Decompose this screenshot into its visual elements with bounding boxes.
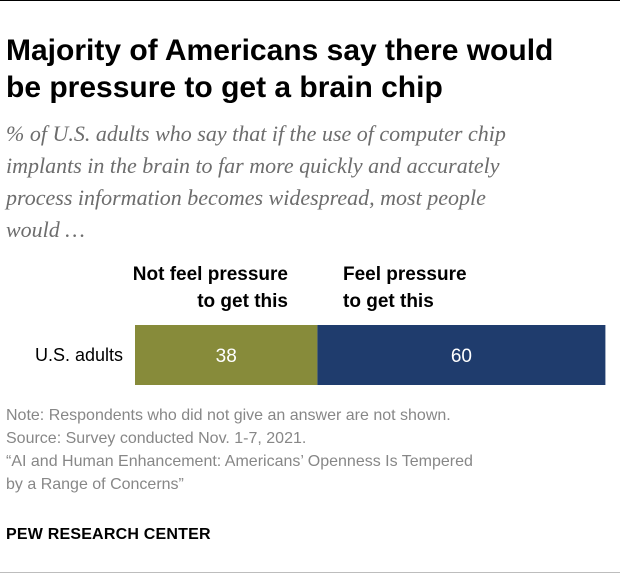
bar-segment-not-feel-pressure xyxy=(135,325,318,385)
chart-subtitle-line-2: implants in the brain to far more quickl… xyxy=(6,153,500,178)
bottom-rule xyxy=(0,572,620,573)
chart-subtitle-line-4: would … xyxy=(6,217,85,242)
legend-not-feel-pressure: Not feel pressure to get this xyxy=(60,261,288,315)
legend-not-feel-line-1: Not feel pressure xyxy=(132,264,288,285)
note-line: Note: Respondents who did not give an an… xyxy=(6,407,451,424)
chart-subtitle-line-3: process information becomes widespread, … xyxy=(6,185,486,210)
legend-not-feel-line-2: to get this xyxy=(197,291,288,312)
report-title-line-2: by a Range of Concerns” xyxy=(6,476,184,493)
legend-feel-pressure: Feel pressure to get this xyxy=(343,261,603,315)
bar-value-label-not-feel-pressure: 38 xyxy=(216,346,237,367)
report-title-line-1: “AI and Human Enhancement: Americans’ Op… xyxy=(6,453,473,470)
bar-segment-feel-pressure xyxy=(317,325,606,385)
legend-feel-line-1: Feel pressure xyxy=(343,264,467,285)
chart-title-line-1: Majority of Americans say there would xyxy=(6,34,554,67)
brand-name: PEW RESEARCH CENTER xyxy=(6,526,211,543)
top-rule xyxy=(0,0,620,1)
chart-subtitle: % of U.S. adults who say that if the use… xyxy=(6,118,614,246)
chart-title: Majority of Americans say there would be… xyxy=(6,32,606,106)
category-label: U.S. adults xyxy=(35,345,123,365)
chart-subtitle-line-1: % of U.S. adults who say that if the use… xyxy=(6,121,506,146)
chart-title-line-2: be pressure to get a brain chip xyxy=(6,71,443,104)
bar-value-label-feel-pressure: 60 xyxy=(451,346,472,367)
stacked-bar-chart: U.S. adults 38 60 xyxy=(35,325,606,385)
legend-feel-line-2: to get this xyxy=(343,291,434,312)
notes: Note: Respondents who did not give an an… xyxy=(6,404,614,496)
source-line: Source: Survey conducted Nov. 1-7, 2021. xyxy=(6,430,307,447)
